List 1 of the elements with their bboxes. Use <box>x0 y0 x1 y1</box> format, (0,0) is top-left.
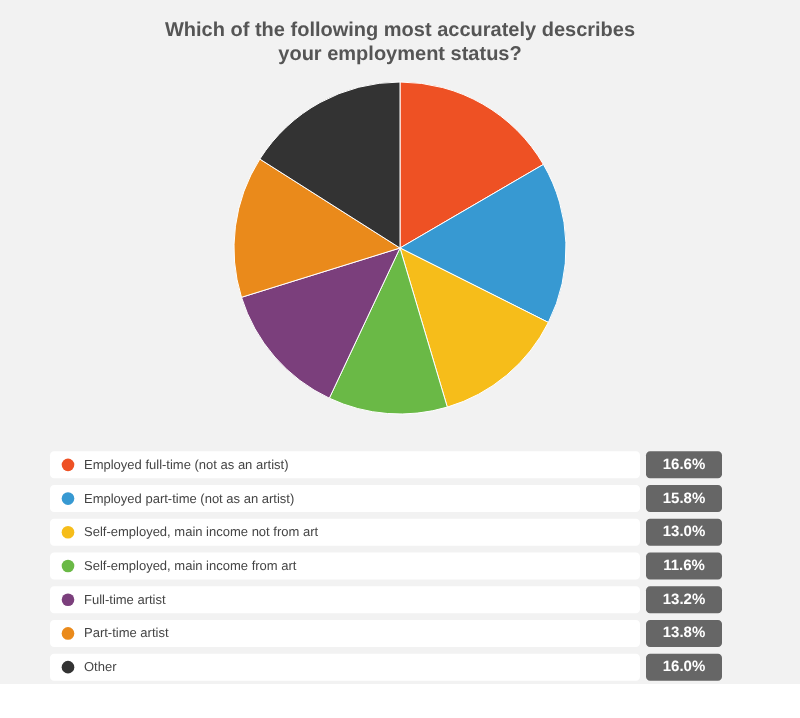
chart-title: Which of the following most accurately describes your employment status? <box>164 20 636 66</box>
